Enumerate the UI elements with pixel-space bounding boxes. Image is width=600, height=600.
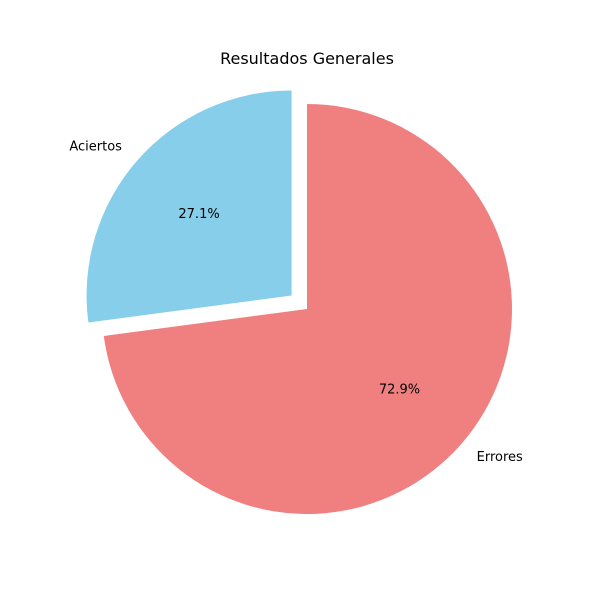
pie-slice-errores [103, 104, 513, 514]
slice-percent-aciertos: 27.1% [178, 207, 219, 222]
slice-label-aciertos: Aciertos [69, 139, 122, 154]
slice-percent-errores: 72.9% [379, 383, 420, 398]
pie-labels: Aciertos 27.1% Errores 72.9% [69, 139, 523, 465]
chart-title: Resultados Generales [220, 49, 394, 68]
pie-slice-aciertos [86, 90, 292, 323]
slice-label-errores: Errores [477, 450, 523, 465]
pie-slices [86, 90, 513, 514]
